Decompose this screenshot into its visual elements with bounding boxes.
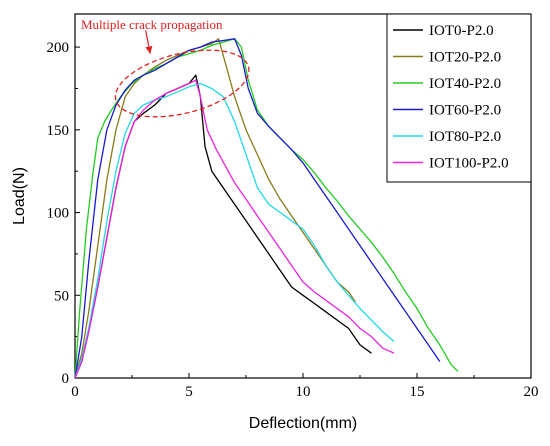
legend-label: IOT40-P2.0 [429,76,501,92]
series-layer [74,38,459,379]
annotation-arrow [145,30,153,54]
x-tick-label: 10 [296,384,311,400]
crack-region-ellipse [114,49,250,118]
annotation-label: Multiple crack propagation [81,17,223,32]
series-line-iot20-p2-0 [74,38,356,379]
y-tick-label: 200 [47,40,70,56]
legend-label: IOT60-P2.0 [429,103,501,119]
legend-box [386,13,532,183]
y-tick-label: 100 [47,206,70,222]
x-tick-label: 5 [185,384,193,400]
legend-label: IOT0-P2.0 [429,23,494,39]
legend-label: IOT100-P2.0 [429,156,509,172]
legend-label: IOT80-P2.0 [429,129,501,145]
x-tick-label: 15 [410,384,425,400]
annotation-layer: Multiple crack propagation [81,17,250,118]
legend: IOT0-P2.0 IOT20-P2.0 IOT40-P2.0 IOT60-P2.0 I… [386,13,532,183]
series-line-iot40-p2-0 [74,38,459,379]
y-axis: 0 50 100 150 200 [47,40,80,387]
y-tick-label: 50 [54,288,69,304]
series-line-iot100-p2-0 [74,79,395,379]
series-line-iot80-p2-0 [74,82,395,379]
legend-label: IOT20-P2.0 [429,50,501,66]
x-tick-label: 20 [524,384,539,400]
y-tick-label: 150 [47,123,70,139]
series-line-iot60-p2-0 [74,38,441,379]
x-tick-label: 0 [71,384,79,400]
y-tick-label: 0 [62,371,70,387]
y-axis-title: Load(N) [11,167,28,225]
x-axis-title: Deflection(mm) [249,415,357,432]
